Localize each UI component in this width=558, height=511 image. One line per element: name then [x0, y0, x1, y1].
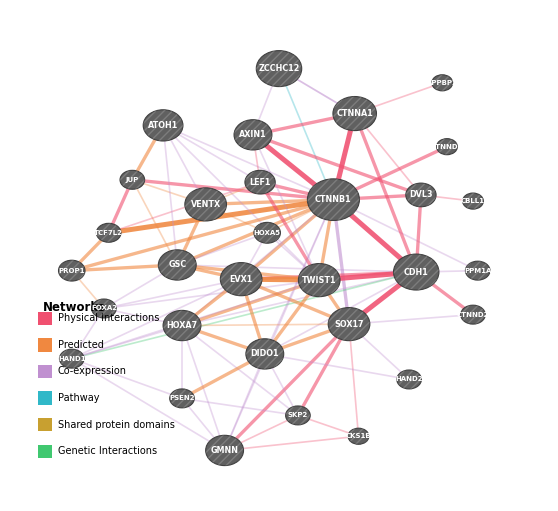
Ellipse shape [254, 222, 281, 243]
Text: GMNN: GMNN [210, 446, 239, 455]
Text: Shared protein domains: Shared protein domains [57, 420, 175, 430]
Text: LEF1: LEF1 [249, 178, 271, 187]
Text: PSEN2: PSEN2 [169, 396, 195, 402]
Text: Predicted: Predicted [57, 340, 103, 350]
Ellipse shape [463, 193, 483, 209]
Ellipse shape [328, 308, 370, 341]
Bar [38, 418, 52, 431]
Ellipse shape [97, 223, 121, 242]
Ellipse shape [120, 170, 145, 189]
Text: VENTX: VENTX [191, 200, 221, 209]
Ellipse shape [397, 370, 421, 389]
Ellipse shape [59, 260, 85, 281]
Ellipse shape [286, 406, 310, 425]
Text: SOX17: SOX17 [334, 319, 364, 329]
Bar [38, 338, 52, 352]
Text: CTNNB1: CTNNB1 [315, 195, 352, 204]
Text: ZCCHC12: ZCCHC12 [258, 64, 300, 73]
Bar [38, 365, 52, 378]
Text: TCF7L2: TCF7L2 [94, 230, 123, 236]
Text: ATOH1: ATOH1 [148, 121, 178, 130]
Text: CTNND1: CTNND1 [431, 144, 463, 150]
Ellipse shape [461, 305, 485, 324]
Text: Genetic Interactions: Genetic Interactions [57, 446, 157, 456]
Ellipse shape [307, 179, 359, 220]
Ellipse shape [143, 110, 183, 141]
Ellipse shape [406, 183, 436, 207]
Ellipse shape [234, 120, 272, 150]
Ellipse shape [299, 264, 340, 297]
Bar [38, 312, 52, 325]
Bar [38, 391, 52, 405]
Ellipse shape [245, 170, 275, 194]
Text: Pathway: Pathway [57, 393, 99, 403]
Ellipse shape [393, 254, 439, 290]
Text: HAND1: HAND1 [58, 356, 85, 362]
Ellipse shape [158, 250, 196, 280]
Text: CDH1: CDH1 [404, 268, 429, 276]
Ellipse shape [185, 188, 227, 221]
Ellipse shape [92, 299, 116, 318]
Text: CTNND2: CTNND2 [457, 312, 489, 318]
Text: CTNNA1: CTNNA1 [336, 109, 373, 118]
Text: PROP1: PROP1 [59, 268, 85, 274]
Ellipse shape [432, 75, 453, 91]
Ellipse shape [436, 138, 458, 155]
Ellipse shape [256, 51, 302, 86]
Text: JUP: JUP [126, 177, 139, 183]
Text: TWIST1: TWIST1 [302, 275, 336, 285]
Text: FOXA2: FOXA2 [91, 306, 117, 312]
Text: CBLL1: CBLL1 [461, 198, 485, 204]
Text: Networks: Networks [43, 301, 106, 314]
Bar [38, 445, 52, 458]
Ellipse shape [246, 339, 283, 369]
Ellipse shape [170, 389, 194, 408]
Ellipse shape [60, 349, 84, 368]
Text: HOXA5: HOXA5 [254, 230, 281, 236]
Ellipse shape [333, 97, 377, 131]
Text: CKS1B: CKS1B [345, 433, 371, 439]
Text: HAND2: HAND2 [396, 377, 423, 382]
Text: Physical Interactions: Physical Interactions [57, 313, 159, 323]
Text: SKP2: SKP2 [288, 412, 308, 419]
Text: DIDO1: DIDO1 [251, 350, 279, 358]
Ellipse shape [163, 310, 201, 341]
Text: PPM1A: PPM1A [464, 268, 492, 274]
Text: DVL3: DVL3 [409, 191, 432, 199]
Ellipse shape [220, 263, 262, 296]
Ellipse shape [206, 435, 243, 466]
Text: Co-expression: Co-expression [57, 366, 127, 377]
Text: GSC: GSC [168, 261, 186, 269]
Ellipse shape [465, 261, 490, 280]
Text: APPBP2: APPBP2 [427, 80, 458, 86]
Ellipse shape [348, 428, 369, 444]
Text: AXIN1: AXIN1 [239, 130, 267, 140]
Text: HOXA7: HOXA7 [166, 321, 198, 330]
Text: EVX1: EVX1 [229, 274, 253, 284]
